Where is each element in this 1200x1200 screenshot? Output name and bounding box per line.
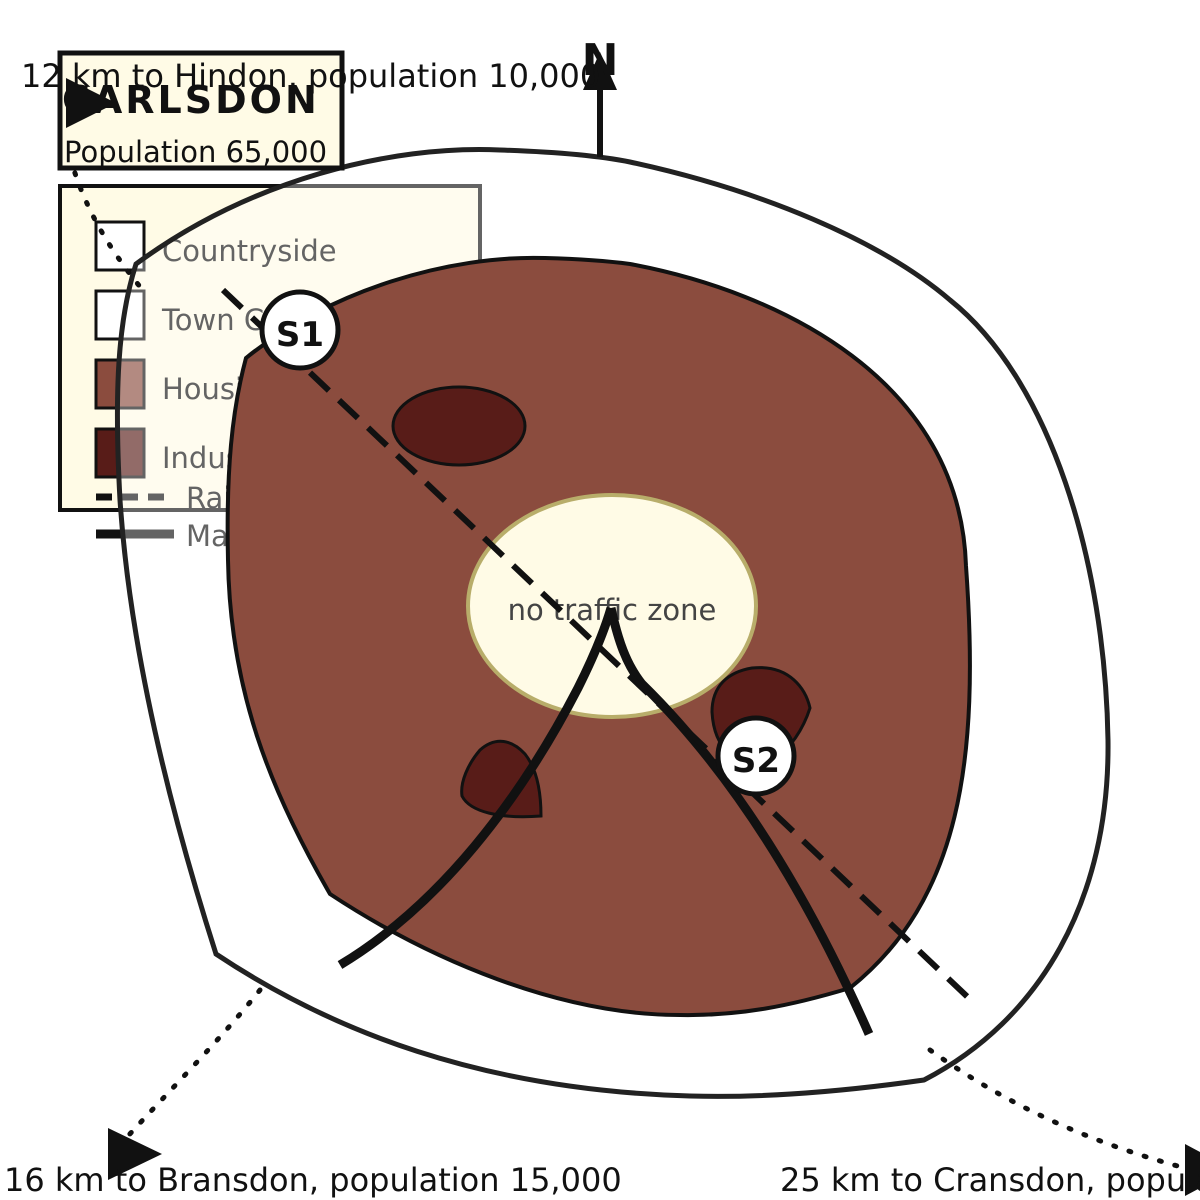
main-road-southeast (606, 607, 874, 1036)
route-to-cransdon (927, 1047, 1188, 1171)
station-s2-marker (715, 715, 797, 797)
railway-line (220, 287, 978, 1007)
destination-bransdon: 16 km to Bransdon, population 15,000 (4, 1161, 622, 1199)
hindon-direction-arrow-icon (66, 78, 116, 128)
destination-hindon: 12 km to Hindon, population 10,000 (21, 57, 600, 95)
north-arrow: N (582, 35, 619, 157)
no-traffic-zone (466, 493, 758, 719)
town-population: Population 65,000 (64, 135, 327, 169)
town-title-box (57, 50, 345, 171)
north-label: N (582, 35, 619, 86)
north-arrow-icon (583, 52, 617, 90)
main-road-southwest (337, 606, 616, 969)
station-s1: S1 (259, 289, 341, 371)
station-s1-label: S1 (276, 315, 324, 355)
destination-cransdon: 25 km to Cransdon, population (780, 1161, 1200, 1199)
legend-label-countryside: Countryside (162, 234, 337, 268)
bransdon-direction-arrow-icon (108, 1128, 162, 1180)
cransdon-direction-arrow-icon (1185, 1144, 1200, 1196)
route-to-bransdon (125, 987, 263, 1139)
station-s2: S2 (715, 715, 797, 797)
station-s2-label: S2 (732, 741, 780, 781)
station-s1-marker (259, 289, 341, 371)
industry-area-north (391, 385, 527, 467)
